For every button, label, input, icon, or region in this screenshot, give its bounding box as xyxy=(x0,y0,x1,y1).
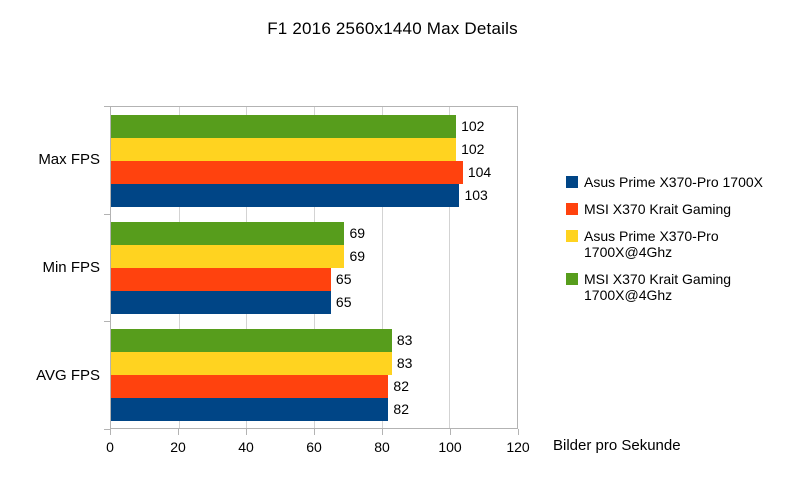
x-axis-tick xyxy=(314,429,315,435)
category-label: Min FPS xyxy=(42,259,100,276)
legend-swatch xyxy=(566,176,578,188)
legend-swatch xyxy=(566,203,578,215)
category-label: AVG FPS xyxy=(36,366,100,384)
bar-row: 83 xyxy=(111,351,517,375)
x-tick-label: 60 xyxy=(306,439,322,455)
x-axis-tick xyxy=(177,429,179,435)
category-label: Max FPS xyxy=(38,151,100,169)
bar-row: 82 xyxy=(111,374,517,398)
bar-groups: 102 102 104 103 69 69 65 65 83 83 82 82 xyxy=(111,107,517,428)
x-axis: 0 20 40 60 80 100 120 xyxy=(106,429,530,461)
bar-row: 65 xyxy=(111,290,517,314)
bar-row: 83 xyxy=(111,328,517,352)
x-axis-tick xyxy=(450,429,451,435)
bar-value-label: 65 xyxy=(335,293,352,310)
legend-item: MSI X370 Krait Gaming 1700X@4Ghz xyxy=(566,271,782,303)
bar-value-label: 83 xyxy=(396,331,413,348)
legend-label: MSI X370 Krait Gaming xyxy=(584,201,732,217)
legend-swatch xyxy=(566,273,578,285)
bar-row: 65 xyxy=(111,267,517,291)
bar-row: 103 xyxy=(111,183,517,207)
bar xyxy=(111,183,460,207)
bar-value-label: 102 xyxy=(461,140,485,157)
y-axis-tick xyxy=(104,429,110,430)
bar xyxy=(111,351,392,375)
bar-row: 69 xyxy=(111,221,517,245)
bar xyxy=(111,267,331,291)
legend-item: Asus Prime X370-Pro 1700X xyxy=(566,174,782,190)
y-axis-tick xyxy=(104,106,110,107)
bar-value-label: 103 xyxy=(464,186,488,203)
x-axis-tick xyxy=(110,429,111,435)
legend-swatch xyxy=(566,230,578,242)
gridline xyxy=(381,107,383,428)
x-tick-label: 20 xyxy=(170,439,186,455)
bar xyxy=(111,221,345,245)
x-tick-label: 120 xyxy=(506,439,530,455)
bar-group: 69 69 65 65 xyxy=(111,214,517,321)
x-tick-label: 80 xyxy=(374,439,390,455)
x-tick-label: 100 xyxy=(438,439,462,455)
bar-row: 104 xyxy=(111,160,517,184)
x-axis-tick xyxy=(245,429,247,435)
category-axis: Max FPS Min FPS AVG FPS xyxy=(0,106,100,429)
bar-value-label: 83 xyxy=(396,354,413,371)
bar-row: 69 xyxy=(111,244,517,268)
bar-value-label: 102 xyxy=(461,117,485,134)
bar-value-label: 82 xyxy=(393,400,409,417)
x-axis-title: Bilder pro Sekunde xyxy=(553,437,681,454)
bar-value-label: 82 xyxy=(393,377,409,394)
y-axis-tick xyxy=(104,214,110,215)
gridline xyxy=(449,107,451,428)
bar xyxy=(111,397,389,421)
y-axis-tick xyxy=(104,321,110,322)
bar-value-label: 69 xyxy=(349,247,366,264)
legend-label: MSI X370 Krait Gaming 1700X@4Ghz xyxy=(584,271,732,303)
x-axis-tick xyxy=(518,429,519,435)
plot-area: 102 102 104 103 69 69 65 65 83 83 82 82 xyxy=(110,106,518,429)
bar-row: 82 xyxy=(111,397,517,421)
bar xyxy=(111,244,345,268)
legend-item: Asus Prime X370-Pro 1700X@4Ghz xyxy=(566,228,782,260)
bar-value-label: 104 xyxy=(467,163,492,180)
bar xyxy=(111,114,457,138)
bar xyxy=(111,160,463,184)
bar xyxy=(111,137,457,161)
bar-value-label: 65 xyxy=(335,270,352,287)
bar-row: 102 xyxy=(111,137,517,161)
bar-group: 83 83 82 82 xyxy=(111,321,517,428)
bar-value-label: 69 xyxy=(349,224,366,241)
legend-label: Asus Prime X370-Pro 1700X xyxy=(584,174,763,190)
legend: Asus Prime X370-Pro 1700X MSI X370 Krait … xyxy=(566,174,782,314)
x-tick-label: 0 xyxy=(106,439,114,455)
bar-group: 102 102 104 103 xyxy=(111,107,517,214)
chart-title: F1 2016 2560x1440 Max Details xyxy=(267,19,518,38)
bar xyxy=(111,374,389,398)
legend-item: MSI X370 Krait Gaming xyxy=(566,201,782,217)
x-tick-label: 40 xyxy=(238,439,254,455)
bar xyxy=(111,290,331,314)
x-axis-tick xyxy=(381,429,383,435)
bar-row: 102 xyxy=(111,114,517,138)
bar xyxy=(111,328,392,352)
legend-label: Asus Prime X370-Pro 1700X@4Ghz xyxy=(584,228,719,260)
